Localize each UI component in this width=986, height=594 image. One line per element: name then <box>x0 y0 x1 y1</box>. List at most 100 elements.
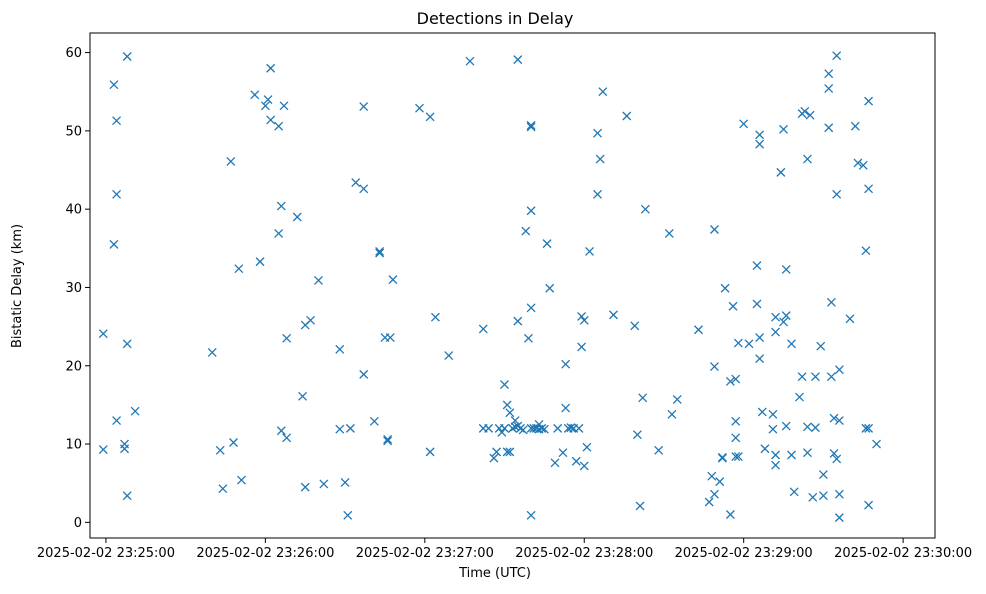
data-point <box>834 513 844 523</box>
data-point <box>834 365 844 375</box>
data-point <box>526 206 536 216</box>
data-point <box>266 63 276 73</box>
data-point <box>351 178 361 188</box>
data-point <box>638 393 648 403</box>
data-point <box>385 333 395 343</box>
data-point <box>335 344 345 354</box>
data-point <box>276 201 286 211</box>
x-tick-label: 2025-02-02 23:25:00 <box>37 546 175 561</box>
data-point <box>832 189 842 199</box>
y-tick-label: 0 <box>74 516 82 531</box>
data-point <box>553 423 563 433</box>
data-point <box>112 116 122 126</box>
data-point <box>383 436 393 446</box>
data-point <box>858 160 868 170</box>
data-point <box>829 413 839 423</box>
data-point <box>112 416 122 426</box>
data-point <box>694 325 703 335</box>
data-point <box>539 424 549 434</box>
data-point <box>314 275 323 285</box>
data-point <box>733 452 743 462</box>
data-point <box>861 423 871 433</box>
data-point <box>709 362 719 371</box>
chart-title: Detections in Delay <box>417 9 574 28</box>
data-point <box>566 423 576 433</box>
data-point <box>375 248 385 258</box>
data-point <box>255 257 265 267</box>
data-point <box>500 380 509 390</box>
data-point <box>802 422 812 432</box>
data-point <box>582 442 592 452</box>
data-point <box>343 510 353 520</box>
data-point <box>122 339 132 349</box>
data-point <box>739 119 749 129</box>
data-point <box>816 341 826 351</box>
data-point <box>207 347 217 357</box>
data-point <box>319 479 329 489</box>
data-point <box>789 487 799 497</box>
data-point <box>577 311 587 321</box>
x-tick-label: 2025-02-02 23:26:00 <box>196 546 334 561</box>
data-point <box>526 510 536 520</box>
data-point <box>781 421 791 431</box>
data-point <box>561 403 571 413</box>
data-point <box>818 470 828 480</box>
data-point <box>226 156 236 166</box>
data-point <box>130 406 140 416</box>
data-point <box>832 51 842 61</box>
data-point <box>274 228 284 238</box>
data-point <box>733 338 743 348</box>
data-point <box>292 212 302 222</box>
data-point <box>853 158 863 168</box>
x-axis: 2025-02-02 23:25:00 2025-02-02 23:26:00 20… <box>37 538 972 561</box>
data-point <box>260 101 270 111</box>
data-point <box>579 461 589 471</box>
data-point <box>122 52 132 61</box>
data-point <box>526 303 536 313</box>
data-point <box>725 376 735 386</box>
data-point <box>510 422 520 432</box>
data-point <box>755 333 765 343</box>
data-point <box>561 359 571 369</box>
data-point <box>755 139 765 149</box>
data-point <box>771 460 781 470</box>
data-point <box>518 425 528 435</box>
data-point <box>826 297 836 307</box>
data-point <box>542 239 552 249</box>
data-point <box>802 448 812 458</box>
data-point <box>667 409 677 419</box>
data-point <box>709 489 719 499</box>
data-point <box>864 96 874 106</box>
data-point <box>276 426 286 436</box>
data-point <box>720 283 730 293</box>
x-tick-label: 2025-02-02 23:28:00 <box>515 546 653 561</box>
data-point <box>757 407 767 417</box>
data-point <box>388 275 398 285</box>
data-point <box>98 329 108 339</box>
y-tick-label: 30 <box>65 281 82 296</box>
data-point <box>771 450 781 460</box>
data-point <box>574 423 584 433</box>
x-tick-label: 2025-02-02 23:30:00 <box>834 546 972 561</box>
data-point <box>760 444 770 454</box>
data-point <box>306 315 316 325</box>
data-point <box>864 184 874 194</box>
y-axis: 0 10 20 30 40 50 60 <box>65 46 90 531</box>
data-point <box>505 447 515 457</box>
data-point <box>818 491 828 501</box>
data-point <box>234 264 244 274</box>
data-point <box>832 454 842 464</box>
data-point <box>550 458 560 468</box>
data-point <box>508 423 517 433</box>
data-point <box>545 283 555 293</box>
data-point <box>779 317 788 327</box>
data-point <box>826 372 836 382</box>
data-point <box>505 408 515 418</box>
data-point <box>755 354 765 364</box>
data-point <box>861 246 871 256</box>
data-point <box>707 471 717 481</box>
data-point <box>523 333 533 343</box>
data-point <box>112 189 122 199</box>
